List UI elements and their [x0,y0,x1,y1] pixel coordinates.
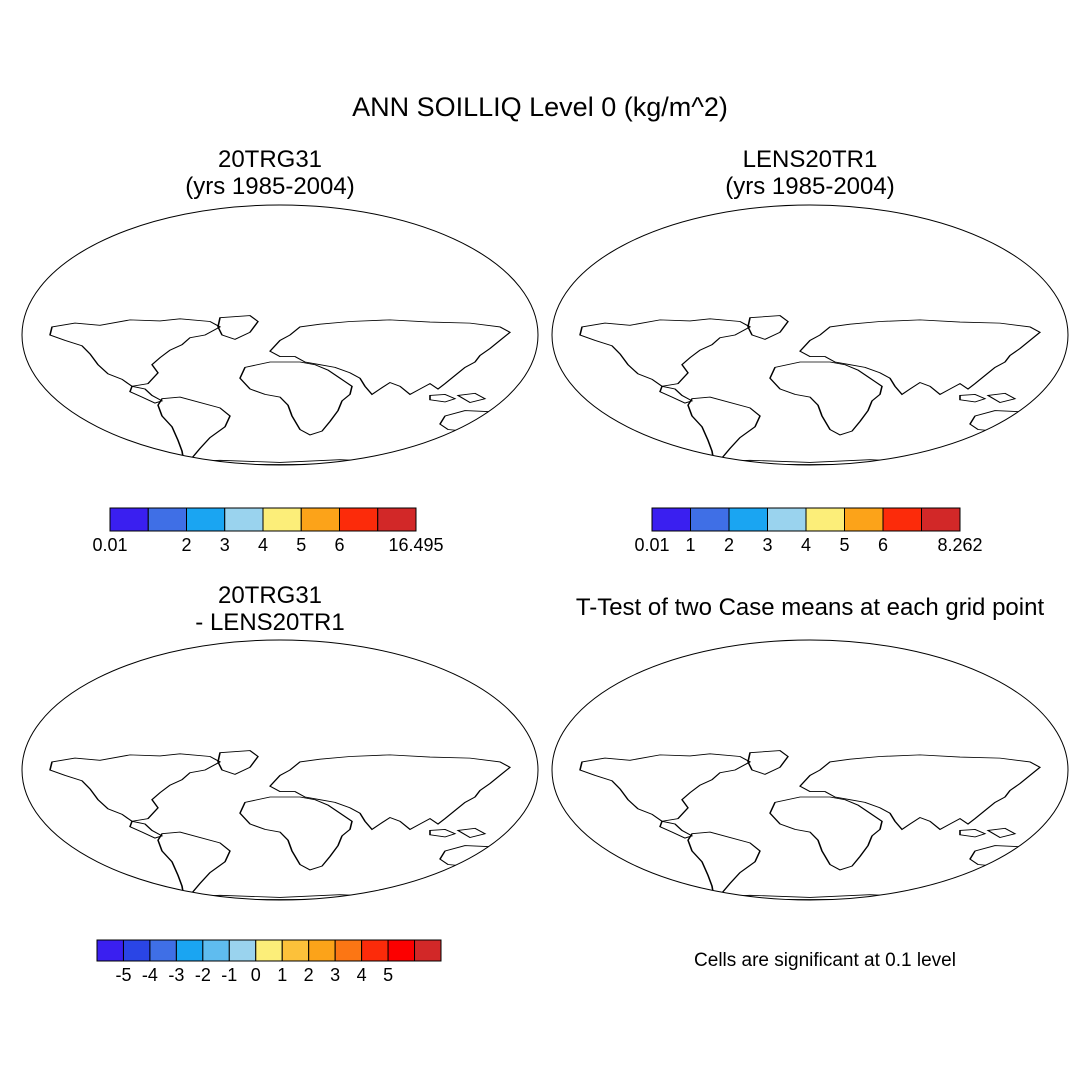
colorbar-2-box [882,507,922,532]
colorbar-2-box [767,507,807,532]
panel-3-title-line2: - LENS20TR1 [90,609,450,636]
colorbar-1-label: 3 [220,535,230,555]
colorbar-1-label: 4 [258,535,268,555]
colorbar-2-box [728,507,768,532]
colorbar-2-box [690,507,730,532]
panel-2-title-line2: (yrs 1985-2004) [630,173,990,200]
map-panel-1 [21,204,539,466]
figure-title: ANN SOILLIQ Level 0 (kg/m^2) [0,92,1080,123]
colorbar-2-label: 1 [685,535,695,555]
colorbar-3-box [202,939,230,962]
panel-4-title: T-Test of two Case means at each grid po… [540,594,1080,621]
colorbar-1-box [300,507,340,532]
colorbar-3-label: -5 [115,965,131,985]
panel-3-title: 20TRG31 - LENS20TR1 [90,582,450,636]
panel-1-title: 20TRG31 (yrs 1985-2004) [90,146,450,200]
colorbar-3-label: 2 [304,965,314,985]
colorbar-3-label: 5 [383,965,393,985]
colorbar-2-box [651,507,691,532]
colorbar-1: 0.01 2 3 4 5 6 16.495 [92,507,444,555]
colorbar-3-label: 4 [357,965,367,985]
colorbar-3-box [122,939,151,962]
colorbar-2: 0.01 1 2 3 4 5 6 8.262 [634,507,983,555]
map-panel-2 [551,204,1069,466]
colorbar-3-box [361,939,389,962]
colorbar-3-box [96,939,124,962]
colorbar-2-label: 4 [801,535,811,555]
colorbar-2-label: 0.01 [634,535,669,555]
panel-4-title-line1: T-Test of two Case means at each grid po… [540,594,1080,621]
colorbar-3: -5 -4 -3 -2 -1 0 1 2 3 4 5 [96,939,442,985]
colorbar-3-box [334,939,363,962]
significance-note: Cells are significant at 0.1 level [600,950,1050,972]
colorbar-3-box [175,939,204,962]
colorbar-2-box [921,507,961,532]
colorbar-1-box [377,507,417,532]
colorbar-3-label: -1 [221,965,237,985]
colorbar-1-box [339,507,379,532]
colorbar-1-label: 2 [181,535,191,555]
colorbar-2-box [805,507,845,532]
colorbar-1-label: 5 [296,535,306,555]
colorbar-3-box [387,939,416,962]
panel-1-title-line2: (yrs 1985-2004) [90,173,450,200]
colorbar-1-label: 16.495 [388,535,443,555]
colorbar-2-label: 2 [724,535,734,555]
colorbar-1-box [262,507,302,532]
colorbar-2-label: 3 [762,535,772,555]
colorbar-2-label: 8.262 [937,535,982,555]
map-panel-3 [21,639,539,901]
colorbar-3-box [414,939,442,962]
colorbar-3-box [255,939,283,962]
colorbar-3-box [228,939,257,962]
panel-2-title-line1: LENS20TR1 [630,146,990,173]
colorbar-3-label: 3 [330,965,340,985]
colorbar-1-box [186,507,226,532]
map-panel-4 [551,639,1069,901]
colorbar-3-label: -4 [142,965,158,985]
colorbar-3-label: -2 [195,965,211,985]
panel-2-title: LENS20TR1 (yrs 1985-2004) [630,146,990,200]
colorbar-3-label: 1 [277,965,287,985]
colorbar-1-label: 0.01 [92,535,127,555]
colorbar-2-label: 5 [839,535,849,555]
panel-3-title-line1: 20TRG31 [90,582,450,609]
colorbar-3-box [149,939,177,962]
colorbar-1-box [109,507,149,532]
colorbar-3-label: 0 [251,965,261,985]
panel-1-title-line1: 20TRG31 [90,146,450,173]
colorbar-1-box [147,507,187,532]
colorbar-2-label: 6 [878,535,888,555]
colorbar-1-box [224,507,264,532]
colorbar-1-label: 6 [334,535,344,555]
colorbar-3-box [281,939,310,962]
colorbar-3-label: -3 [168,965,184,985]
colorbar-3-box [308,939,336,962]
colorbar-2-box [844,507,884,532]
